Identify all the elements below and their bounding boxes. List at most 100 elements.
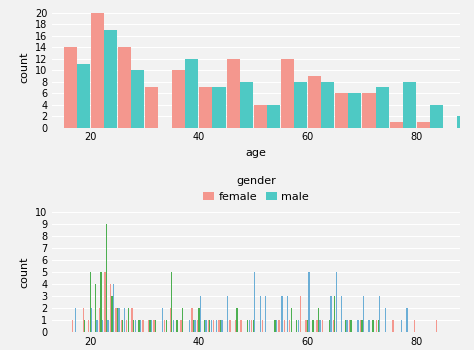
Bar: [118, 47, 131, 127]
Bar: [336, 272, 337, 332]
Bar: [457, 116, 470, 127]
Bar: [300, 296, 301, 332]
Bar: [307, 321, 308, 332]
Bar: [384, 308, 386, 332]
Bar: [113, 284, 114, 332]
Bar: [88, 321, 90, 332]
Bar: [265, 296, 266, 332]
Bar: [193, 321, 194, 332]
Bar: [322, 321, 323, 332]
Bar: [213, 321, 214, 332]
Bar: [194, 321, 196, 332]
Bar: [357, 321, 359, 332]
Bar: [216, 321, 218, 332]
Bar: [77, 64, 90, 127]
Bar: [100, 272, 102, 332]
Bar: [221, 321, 223, 332]
Bar: [254, 105, 267, 127]
Bar: [253, 321, 254, 332]
Bar: [363, 93, 375, 127]
Bar: [153, 321, 155, 332]
Bar: [276, 321, 277, 332]
Bar: [197, 321, 198, 332]
Bar: [240, 82, 253, 127]
Bar: [109, 284, 111, 332]
Bar: [115, 308, 117, 332]
Bar: [229, 321, 231, 332]
Bar: [406, 308, 408, 332]
Bar: [379, 296, 381, 332]
Bar: [363, 296, 364, 332]
Bar: [436, 321, 437, 332]
Bar: [236, 308, 237, 332]
Bar: [84, 321, 85, 332]
Bar: [430, 105, 443, 127]
Bar: [181, 321, 182, 332]
Bar: [208, 321, 209, 332]
Bar: [128, 308, 129, 332]
Bar: [75, 308, 76, 332]
Bar: [107, 321, 109, 332]
Bar: [390, 122, 403, 127]
Bar: [294, 82, 307, 127]
Bar: [135, 321, 136, 332]
Bar: [82, 308, 84, 332]
Bar: [189, 321, 190, 332]
Bar: [173, 321, 174, 332]
Bar: [140, 321, 141, 332]
Bar: [316, 321, 318, 332]
Bar: [240, 321, 242, 332]
Bar: [249, 321, 250, 332]
Bar: [328, 321, 330, 332]
Bar: [131, 70, 144, 127]
Bar: [131, 308, 133, 332]
Bar: [287, 296, 288, 332]
Bar: [200, 88, 212, 127]
Bar: [360, 321, 361, 332]
Bar: [321, 82, 334, 127]
Bar: [182, 308, 183, 332]
Bar: [349, 321, 350, 332]
Bar: [96, 321, 98, 332]
Bar: [209, 321, 210, 332]
Bar: [348, 93, 361, 127]
Bar: [148, 321, 149, 332]
Bar: [312, 321, 314, 332]
Bar: [204, 321, 205, 332]
Bar: [198, 308, 200, 332]
Bar: [104, 30, 117, 127]
Bar: [200, 296, 201, 332]
Bar: [151, 321, 152, 332]
Bar: [308, 76, 321, 127]
Bar: [155, 321, 156, 332]
Bar: [149, 321, 151, 332]
Bar: [185, 59, 198, 127]
Bar: [95, 284, 96, 332]
Bar: [267, 105, 280, 127]
Bar: [368, 321, 370, 332]
Bar: [120, 321, 122, 332]
Bar: [99, 308, 100, 332]
Bar: [171, 272, 173, 332]
Bar: [345, 321, 346, 332]
Bar: [102, 321, 103, 332]
Bar: [372, 321, 374, 332]
Bar: [392, 321, 394, 332]
Bar: [298, 321, 299, 332]
Bar: [278, 321, 280, 332]
Bar: [417, 122, 430, 127]
Bar: [235, 321, 236, 332]
Bar: [122, 321, 124, 332]
Bar: [142, 321, 144, 332]
Bar: [375, 88, 389, 127]
Bar: [106, 224, 107, 332]
Bar: [414, 321, 416, 332]
Bar: [111, 296, 113, 332]
Bar: [162, 308, 163, 332]
Bar: [296, 321, 297, 332]
Bar: [118, 308, 119, 332]
Bar: [227, 296, 228, 332]
Bar: [164, 321, 165, 332]
Bar: [247, 321, 248, 332]
Bar: [165, 321, 167, 332]
